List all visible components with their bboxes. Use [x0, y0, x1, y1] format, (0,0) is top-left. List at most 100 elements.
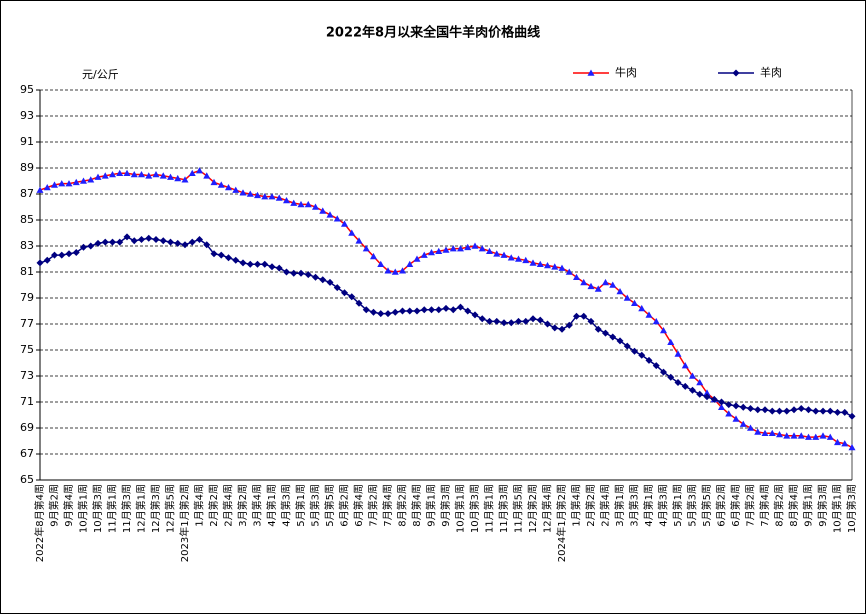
data-point	[776, 431, 783, 438]
x-tick-label: 6月第4周	[352, 484, 365, 527]
data-point	[43, 256, 51, 264]
data-point	[159, 237, 167, 245]
data-point	[145, 172, 153, 179]
data-point	[87, 242, 95, 250]
data-point	[631, 299, 638, 306]
data-point	[761, 429, 769, 436]
x-tick-label: 10月第3周	[468, 484, 481, 533]
data-point	[790, 406, 798, 414]
data-point	[312, 203, 319, 210]
x-tick-label: 8月第2周	[773, 484, 786, 527]
data-point	[522, 317, 530, 325]
data-point	[101, 172, 109, 179]
x-tick-label: 12月第2周	[526, 484, 539, 533]
data-point	[689, 372, 696, 379]
data-point	[138, 236, 145, 243]
x-tick-label: 7月第2周	[367, 484, 380, 527]
legend-marker	[732, 69, 740, 77]
x-tick-label: 4月第1周	[265, 484, 278, 527]
data-point	[58, 180, 66, 187]
data-point	[471, 242, 479, 249]
data-point	[268, 263, 276, 271]
data-point	[181, 241, 189, 249]
data-point	[377, 310, 385, 318]
data-point	[551, 263, 559, 270]
data-point	[718, 403, 725, 410]
data-point	[674, 350, 682, 357]
y-tick-label: 71	[20, 395, 34, 408]
data-point	[130, 171, 138, 178]
data-point	[341, 289, 348, 297]
data-point	[761, 406, 769, 414]
data-point	[341, 220, 348, 227]
x-tick-label: 12月第3周	[149, 484, 162, 533]
data-point	[797, 432, 805, 439]
y-tick-label: 87	[20, 187, 34, 200]
data-point	[413, 307, 421, 315]
data-point	[696, 390, 704, 398]
data-point	[812, 433, 820, 440]
data-point	[696, 379, 704, 386]
data-point	[834, 438, 841, 446]
data-point	[319, 276, 327, 284]
x-tick-label: 3月第3周	[628, 484, 641, 527]
y-tick-label: 85	[20, 213, 34, 226]
data-point	[732, 415, 740, 422]
x-tick-label: 9月第3周	[439, 484, 452, 527]
data-point	[848, 444, 856, 451]
data-point	[493, 317, 501, 325]
data-point	[500, 251, 508, 258]
x-tick-label: 9月第2周	[48, 484, 61, 527]
y-tick-label: 83	[20, 239, 34, 252]
data-point	[123, 169, 131, 176]
data-point	[573, 273, 580, 280]
data-point	[580, 312, 588, 320]
data-point	[406, 260, 414, 267]
data-point	[355, 237, 363, 244]
data-point	[449, 245, 457, 252]
data-point	[246, 260, 254, 268]
x-tick-label: 8月第2周	[396, 484, 409, 527]
data-point	[725, 410, 733, 417]
data-point	[355, 299, 363, 307]
x-tick-label: 7月第4周	[381, 484, 394, 527]
data-point	[580, 278, 588, 286]
data-point	[609, 333, 617, 341]
x-tick-label: 2月第4周	[222, 484, 235, 527]
y-tick-label: 81	[20, 265, 34, 278]
data-point	[94, 239, 102, 247]
data-point	[544, 262, 551, 269]
data-point	[399, 267, 406, 274]
data-point	[145, 234, 153, 242]
x-tick-label: 9月第1周	[425, 484, 438, 527]
data-point	[616, 288, 624, 295]
data-point	[181, 176, 189, 183]
data-point	[486, 247, 493, 254]
data-point	[515, 317, 522, 325]
data-point	[515, 255, 522, 262]
data-point	[747, 424, 754, 431]
data-point	[210, 250, 218, 258]
data-point	[739, 420, 747, 427]
data-point	[594, 285, 602, 292]
x-tick-label: 3月第4周	[251, 484, 264, 527]
data-point	[254, 260, 261, 268]
data-point	[558, 325, 566, 333]
data-point	[536, 260, 544, 267]
data-point	[819, 407, 827, 415]
data-point	[826, 407, 834, 415]
data-point	[399, 307, 406, 315]
data-point	[442, 246, 450, 253]
data-point	[660, 368, 667, 376]
x-tick-label: 11月第1周	[483, 484, 496, 533]
data-point	[101, 238, 109, 246]
data-point	[834, 408, 841, 416]
data-point	[72, 249, 80, 256]
data-point	[703, 393, 711, 401]
data-point	[304, 271, 312, 279]
x-tick-label: 11月第1周	[106, 484, 119, 533]
y-tick-label: 89	[20, 161, 34, 174]
data-point	[689, 386, 696, 394]
data-point	[377, 260, 385, 267]
